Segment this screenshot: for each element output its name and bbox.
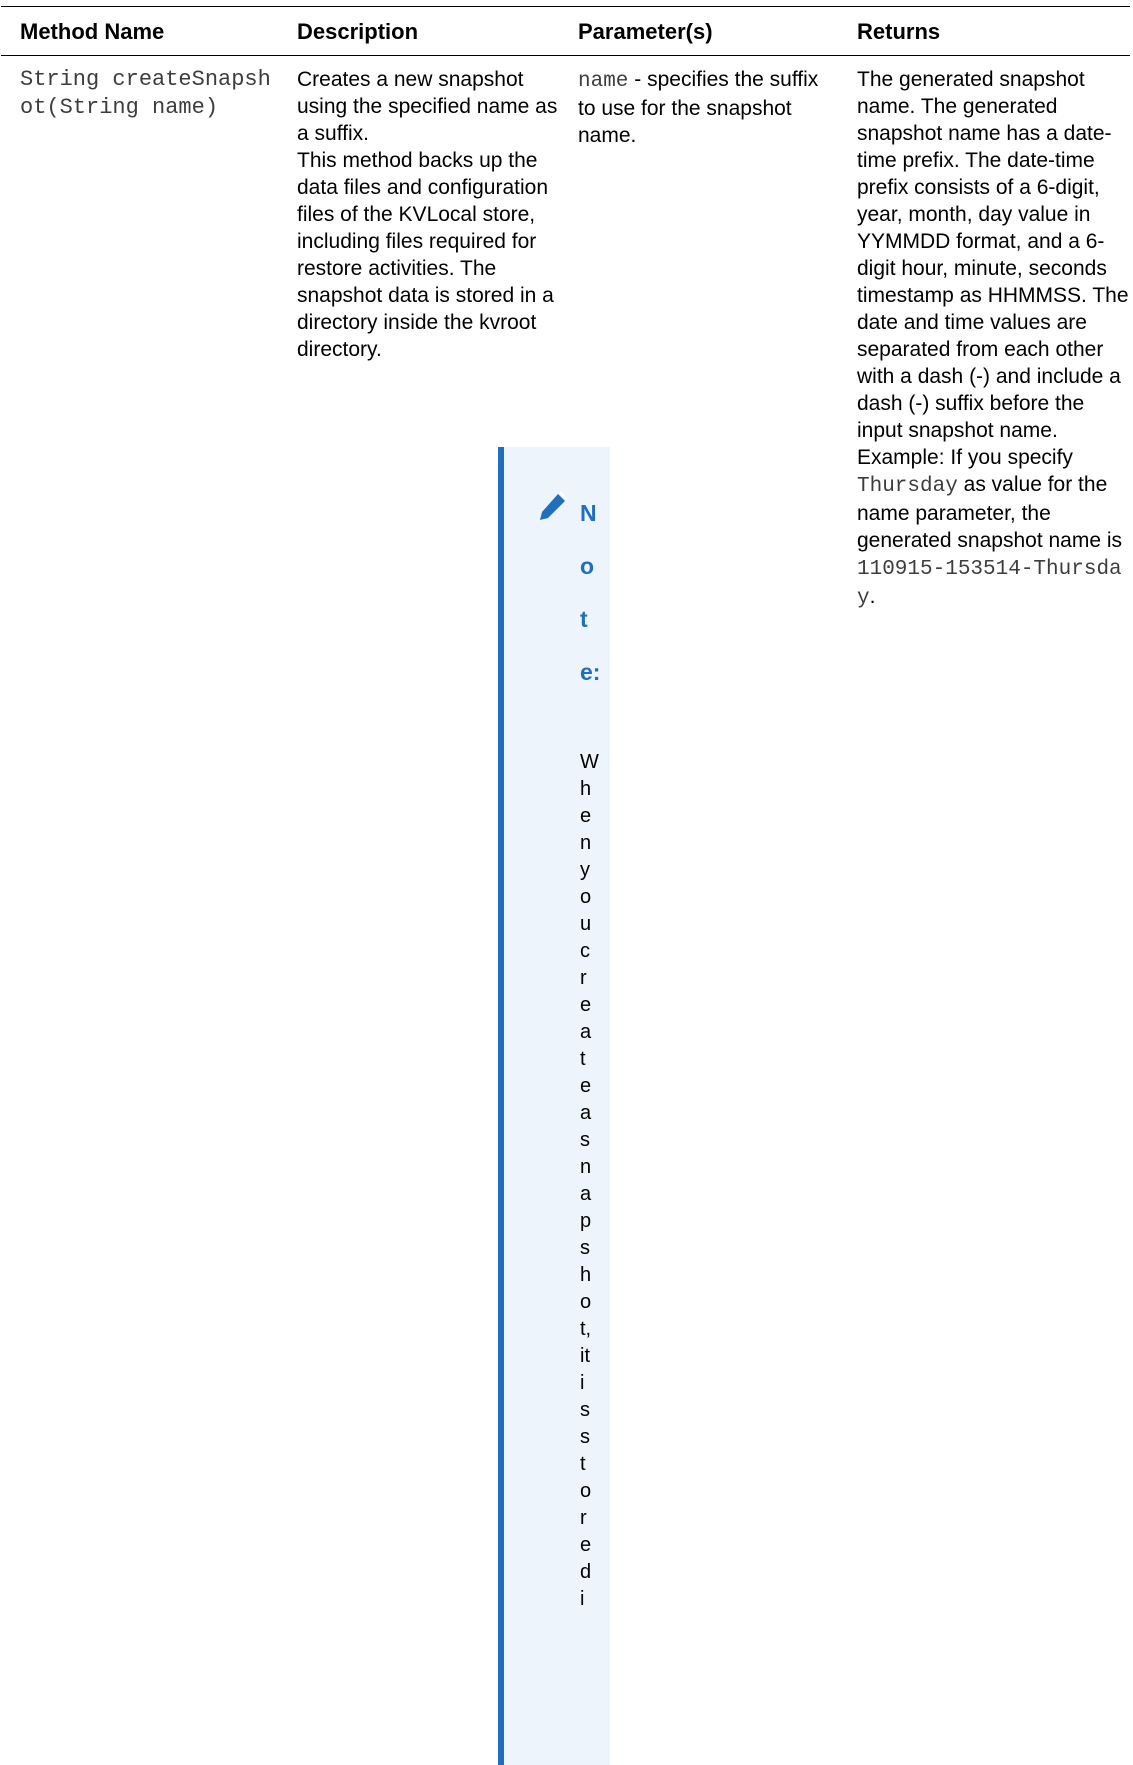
header-method-name: Method Name xyxy=(20,19,165,44)
returns-example-result: 110915-153514-Thursday xyxy=(857,558,1122,610)
parameter-cell: name - specifies the suffix to use for t… xyxy=(578,66,838,149)
parameter-name-code: name xyxy=(578,70,629,93)
returns-cell: The generated snapshot name. The generat… xyxy=(857,66,1133,612)
description-summary: Creates a new snapshot using the specifi… xyxy=(297,68,558,145)
header-parameters: Parameter(s) xyxy=(578,19,713,44)
description-details: This method backs up the data files and … xyxy=(297,149,554,361)
note-label: Note: xyxy=(580,500,601,685)
table-top-rule xyxy=(1,6,1130,7)
returns-example-value: Thursday xyxy=(857,475,958,498)
note-text: When you create a snapshot, it is stored… xyxy=(580,751,599,1610)
pencil-icon xyxy=(540,491,568,520)
note-box: Note: When you create a snapshot, it is … xyxy=(498,447,610,1765)
returns-description-cont: as value for the name parameter, the gen… xyxy=(857,473,1123,552)
header-returns: Returns xyxy=(857,19,941,44)
description-cell: Creates a new snapshot using the specifi… xyxy=(297,66,572,363)
header-description: Description xyxy=(297,19,419,44)
method-signature: String createSnapshot(String name) xyxy=(20,66,280,122)
method-signature-text: String createSnapshot(String name) xyxy=(20,67,271,120)
table-header-rule xyxy=(1,55,1130,56)
parameter-description: - specifies the suffix to use for the sn… xyxy=(578,68,819,147)
returns-description: The generated snapshot name. The generat… xyxy=(857,68,1129,469)
returns-period: . xyxy=(869,585,876,608)
